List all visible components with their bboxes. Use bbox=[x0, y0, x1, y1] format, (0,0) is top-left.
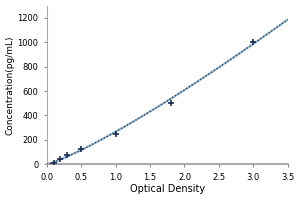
Point bbox=[65, 154, 70, 157]
Point bbox=[58, 158, 63, 161]
Point bbox=[51, 161, 56, 164]
Point bbox=[113, 132, 118, 135]
Point bbox=[168, 102, 173, 105]
Point bbox=[79, 147, 83, 151]
X-axis label: Optical Density: Optical Density bbox=[130, 184, 205, 194]
Point bbox=[251, 41, 256, 44]
Y-axis label: Concentration(pg/mL): Concentration(pg/mL) bbox=[6, 35, 15, 135]
